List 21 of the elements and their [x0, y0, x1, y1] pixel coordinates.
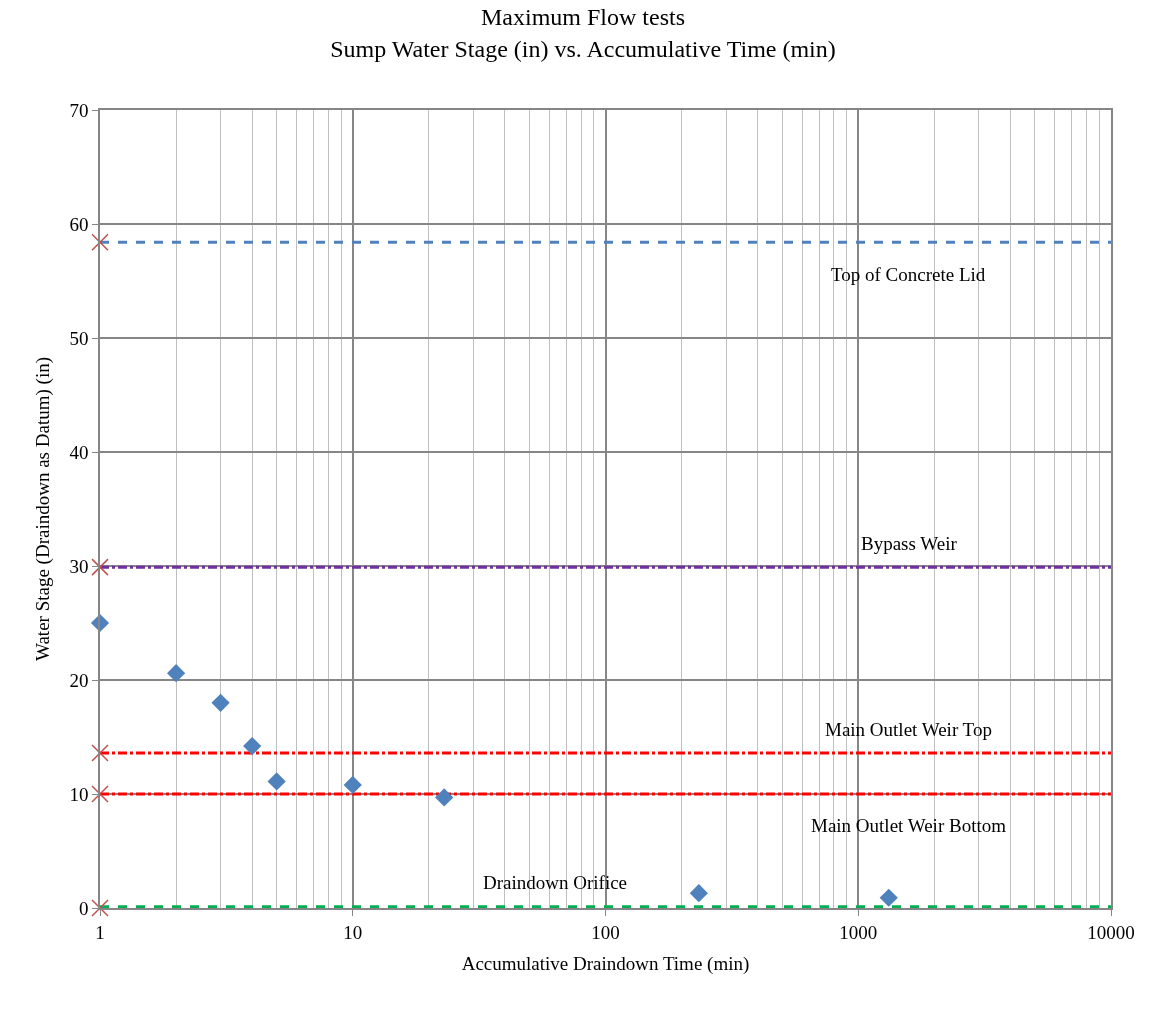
ref-line-label: Top of Concrete Lid	[831, 264, 986, 285]
chart-title: Maximum Flow tests Sump Water Stage (in) vs. Accumulative Time (min)	[330, 4, 836, 62]
y-tick-label: 30	[69, 555, 89, 577]
ref-line-label: Bypass Weir	[861, 533, 958, 554]
y-tick-label: 60	[69, 213, 89, 235]
y-tick-label: 10	[69, 783, 89, 805]
y-tick-label: 40	[69, 441, 89, 463]
y-tick-label: 70	[69, 99, 89, 121]
ref-line-label: Main Outlet Weir Top	[825, 719, 992, 740]
y-tick-label: 0	[78, 897, 89, 919]
ref-line-label: Main Outlet Weir Bottom	[811, 815, 1007, 836]
x-tick-label: 100	[591, 921, 620, 943]
x-tick-label: 10000	[1087, 921, 1135, 943]
y-tick-label: 20	[69, 669, 89, 691]
x-axis-title: Accumulative Draindown Time (min)	[461, 952, 750, 975]
y-axis-title: Water Stage (Draindown as Datum) (in)	[31, 357, 54, 661]
y-tick-label: 50	[69, 327, 89, 349]
x-tick-label: 10	[343, 921, 363, 943]
ref-line-label: Draindown Orifice	[483, 872, 628, 893]
x-tick-label: 1000	[839, 921, 878, 943]
x-tick-label: 1	[95, 921, 105, 943]
